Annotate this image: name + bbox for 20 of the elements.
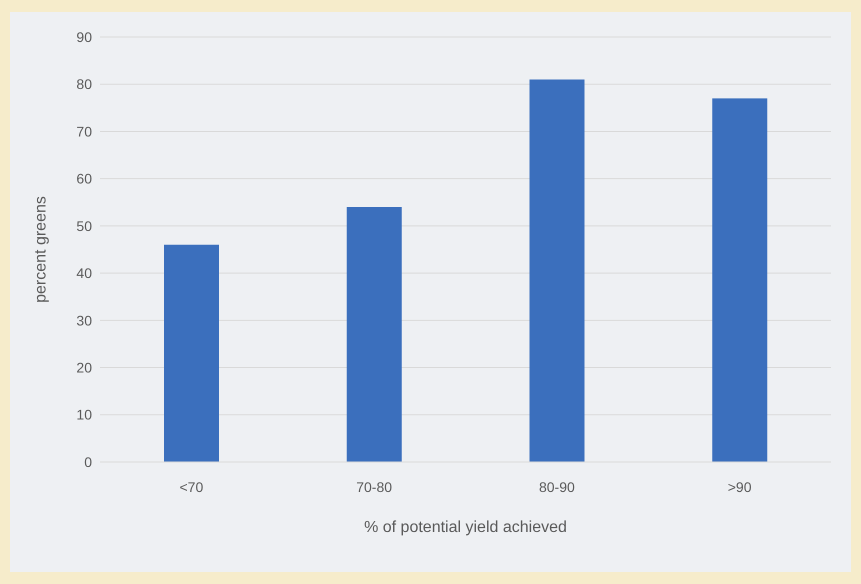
- y-tick-label: 30: [76, 312, 92, 328]
- y-tick-label: 20: [76, 360, 92, 376]
- y-tick-label: 90: [76, 28, 92, 45]
- x-tick-label: <70: [180, 478, 204, 495]
- x-axis-title: % of potential yield achieved: [364, 519, 567, 536]
- y-tick-label: 10: [76, 406, 92, 423]
- y-tick-label: 60: [76, 170, 92, 187]
- bar: [164, 244, 219, 462]
- y-tick-label: 80: [76, 76, 92, 92]
- bar: [712, 98, 768, 462]
- x-tick-label: 80-90: [538, 478, 575, 495]
- y-axis-title: percent greens: [32, 196, 50, 303]
- bar: [346, 207, 402, 462]
- x-tick-label: 70-80: [356, 478, 392, 495]
- bar: [530, 80, 584, 462]
- x-tick-label: >90: [728, 478, 752, 495]
- y-tick-label: 40: [76, 265, 92, 282]
- y-tick-label: 50: [76, 218, 92, 234]
- y-tick-label: 0: [84, 454, 92, 470]
- y-tick-label: 70: [76, 123, 92, 140]
